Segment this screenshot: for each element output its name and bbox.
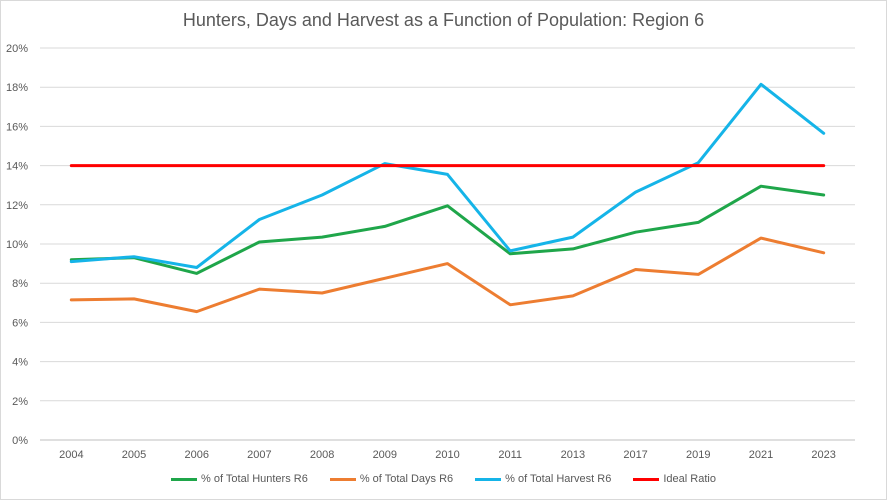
legend-label: % of Total Hunters R6 (201, 473, 308, 485)
x-tick-label: 2017 (623, 449, 647, 461)
y-axis-ticks: 0% 2% 4% 6% 8% 10% 12% 14% 16% 18% 20% (6, 43, 28, 447)
x-tick-label: 2013 (561, 449, 585, 461)
legend-swatch (475, 477, 502, 481)
series-line (69, 236, 826, 314)
y-tick-label: 12% (6, 200, 28, 212)
legend-label: Ideal Ratio (663, 473, 716, 485)
legend: % of Total Hunters R6 % of Total Days R6%… (0, 473, 887, 485)
series-line (69, 184, 826, 275)
y-tick-label: 18% (6, 82, 28, 94)
y-tick-label: 16% (6, 121, 28, 133)
y-tick-label: 14% (6, 161, 28, 173)
x-tick-label: 2006 (184, 449, 208, 461)
x-tick-label: 2005 (122, 449, 146, 461)
legend-item: Ideal Ratio (633, 473, 716, 485)
x-tick-label: 2008 (310, 449, 334, 461)
x-tick-label: 2011 (498, 449, 522, 461)
x-tick-label: 2023 (811, 449, 835, 461)
legend-swatch (329, 477, 356, 481)
legend-swatch (633, 477, 660, 481)
x-tick-label: 2010 (435, 449, 459, 461)
legend-item: % of Total Hunters R6 (171, 473, 308, 485)
y-tick-label: 20% (6, 43, 28, 55)
x-tick-label: 2007 (247, 449, 271, 461)
legend-item: % of Total Harvest R6 (475, 473, 611, 485)
series-line (69, 82, 826, 269)
series-lines (69, 82, 826, 314)
x-tick-label: 2019 (686, 449, 710, 461)
legend-label: % of Total Harvest R6 (505, 473, 612, 485)
y-tick-label: 2% (12, 396, 28, 408)
x-axis-ticks: 2004 2005 2006 2007 2008 2009 2010 2011 2013 2017… (59, 449, 836, 461)
legend-item: % of Total Days R6 (329, 473, 454, 485)
x-tick-label: 2021 (749, 449, 773, 461)
legend-swatch (171, 477, 198, 481)
y-tick-label: 4% (12, 357, 28, 369)
y-tick-label: 8% (12, 278, 28, 290)
y-tick-label: 6% (12, 317, 28, 329)
y-tick-label: 0% (12, 435, 28, 447)
chart-title: Hunters, Days and Harvest as a Function … (182, 10, 705, 30)
legend-label: % of Total Days R6 (359, 473, 454, 485)
x-tick-label: 2009 (373, 449, 397, 461)
x-tick-label: 2004 (59, 449, 83, 461)
y-tick-label: 10% (6, 239, 28, 251)
gridlines (40, 47, 855, 441)
